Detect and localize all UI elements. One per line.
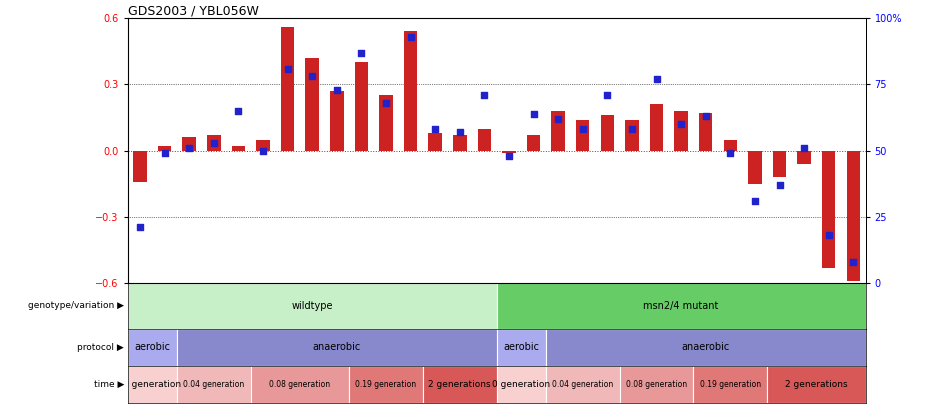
Text: msn2/4 mutant: msn2/4 mutant <box>643 301 719 311</box>
Point <box>501 153 517 159</box>
Bar <box>546 328 866 366</box>
Bar <box>429 133 442 151</box>
Bar <box>502 151 516 153</box>
Point <box>846 258 861 265</box>
Point <box>674 121 689 128</box>
Bar <box>128 328 177 366</box>
Bar <box>748 151 762 184</box>
Text: GDS2003 / YBL056W: GDS2003 / YBL056W <box>128 4 258 17</box>
Text: wildtype: wildtype <box>291 301 333 311</box>
Bar <box>355 62 368 151</box>
Point <box>600 92 615 98</box>
Bar <box>724 140 737 151</box>
Bar <box>699 113 712 151</box>
Point <box>182 145 197 151</box>
Point <box>624 126 639 133</box>
Point <box>526 110 541 117</box>
Bar <box>330 91 343 151</box>
Text: 2 generations: 2 generations <box>429 380 491 389</box>
Point <box>649 76 664 82</box>
Point <box>452 129 467 135</box>
Bar <box>497 328 546 366</box>
Point <box>723 150 738 156</box>
Text: 0.19 generation: 0.19 generation <box>356 380 416 389</box>
Text: 0.08 generation: 0.08 generation <box>270 380 330 389</box>
Point <box>821 232 836 239</box>
Point <box>477 92 492 98</box>
Text: aerobic: aerobic <box>134 342 170 352</box>
Point <box>255 147 271 154</box>
Bar <box>128 283 497 328</box>
Point <box>575 126 590 133</box>
Bar <box>650 104 663 151</box>
Bar <box>847 151 860 281</box>
Text: 0 generation: 0 generation <box>492 380 551 389</box>
Point <box>747 198 762 204</box>
Point <box>403 34 418 40</box>
Bar <box>478 128 491 151</box>
Point <box>698 113 713 119</box>
Bar <box>306 58 319 151</box>
Bar <box>423 366 497 403</box>
Point <box>354 49 369 56</box>
Bar <box>281 27 294 151</box>
Text: 0.04 generation: 0.04 generation <box>552 380 613 389</box>
Bar <box>773 151 786 177</box>
Bar <box>625 120 639 151</box>
Point <box>772 182 787 188</box>
Bar <box>177 328 497 366</box>
Text: anaerobic: anaerobic <box>312 342 361 352</box>
Text: 0.04 generation: 0.04 generation <box>184 380 244 389</box>
Bar <box>527 135 540 151</box>
Bar <box>552 111 565 151</box>
Text: time ▶: time ▶ <box>94 380 124 389</box>
Text: aerobic: aerobic <box>503 342 539 352</box>
Bar <box>620 366 693 403</box>
Bar <box>183 137 196 151</box>
Point <box>378 100 394 106</box>
Bar <box>404 32 417 151</box>
Point <box>551 115 566 122</box>
Bar <box>693 366 767 403</box>
Bar <box>133 151 147 181</box>
Bar <box>207 135 220 151</box>
Point <box>428 126 443 133</box>
Point <box>329 87 344 93</box>
Text: 0.19 generation: 0.19 generation <box>700 380 761 389</box>
Text: protocol ▶: protocol ▶ <box>78 343 124 352</box>
Bar <box>453 135 466 151</box>
Text: anaerobic: anaerobic <box>681 342 730 352</box>
Bar <box>546 366 620 403</box>
Point <box>305 73 320 80</box>
Bar <box>128 366 177 403</box>
Bar <box>379 96 393 151</box>
Text: 0.08 generation: 0.08 generation <box>626 380 687 389</box>
Bar <box>256 140 270 151</box>
Bar <box>601 115 614 151</box>
Bar <box>797 151 811 164</box>
Bar <box>674 111 688 151</box>
Point <box>206 139 221 146</box>
Point <box>280 65 295 72</box>
Bar <box>576 120 589 151</box>
Point <box>231 108 246 114</box>
Bar <box>177 366 251 403</box>
Point <box>797 145 812 151</box>
Bar <box>158 146 171 151</box>
Bar <box>349 366 423 403</box>
Bar <box>497 283 866 328</box>
Point <box>157 150 172 156</box>
Text: 0 generation: 0 generation <box>123 380 182 389</box>
Point <box>132 224 148 230</box>
Text: genotype/variation ▶: genotype/variation ▶ <box>28 301 124 310</box>
Bar <box>251 366 349 403</box>
Text: 2 generations: 2 generations <box>785 380 848 389</box>
Bar <box>822 151 835 268</box>
Bar <box>767 366 866 403</box>
Bar <box>232 146 245 151</box>
Bar <box>497 366 546 403</box>
